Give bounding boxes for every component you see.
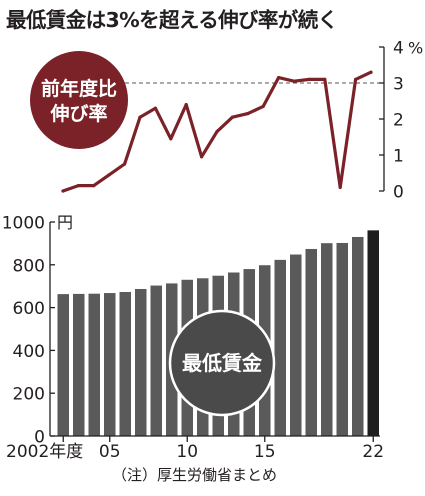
growth-rate-point [261,104,265,108]
growth-rate-point [292,79,296,83]
bar-x-tick-label: 22 [362,442,384,462]
growth-rate-point [230,115,234,119]
minimum-wage-bar [274,259,286,436]
minimum-wage-bar [135,288,147,436]
growth-rate-point [107,173,111,177]
growth-rate-point [184,103,188,107]
line-y-tick-label: 2 [393,111,404,131]
minimum-wage-bar [305,248,317,436]
minimum-wage-bar [104,293,116,436]
growth-rate-point [354,77,358,81]
growth-rate-point [323,77,327,81]
minimum-wage-bar [57,294,69,436]
line-y-tick-label: 3 [393,75,404,95]
chart-title: 最低賃金は3%を超える伸び率が続く [6,8,338,32]
growth-rate-point [369,70,373,74]
bar-chart-badge [168,309,276,417]
minimum-wage-bar [150,285,162,436]
bar-x-tick-label: 10 [176,442,198,462]
line-chart-badge [30,51,128,149]
minimum-wage-bar [119,291,131,436]
bar-y-tick-label: 600 [13,299,45,319]
bar-x-tick-label: 15 [254,442,276,462]
bar-y-tick-label: 200 [13,385,45,405]
line-y-tick-label: 1 [393,147,404,167]
line-y-tick-label: 0 [393,183,404,203]
minimum-wage-bar [88,293,100,436]
growth-rate-point [277,76,281,80]
line-chart-label: 前年度比 [41,77,117,100]
growth-rate-point [338,185,342,189]
growth-rate-point [215,130,219,134]
bar-x-tick-label: 2002年度 [6,442,83,462]
line-chart-label: 伸び率 [49,102,107,125]
bar-chart-label: 最低賃金 [182,351,263,375]
growth-rate-point [169,137,173,141]
growth-rate-point [246,112,250,116]
growth-rate-point [61,189,65,193]
growth-rate-point [153,106,157,110]
bar-y-unit-label: 円 [57,213,73,232]
minimum-wage-bar-chart: 0 200 400 600 800 1000 円 2002年度 05 10 15 22 最低賃金 [2,213,384,462]
minimum-wage-bar [336,242,348,436]
minimum-wage-bar [367,230,379,436]
growth-rate-point [200,155,204,159]
bar-x-tick-label: 05 [99,442,121,462]
source-note: （注）厚生労働省まとめ [112,466,278,484]
growth-rate-point [92,184,96,188]
bar-y-tick-label: 800 [13,256,45,276]
minimum-wage-bar [73,293,85,436]
growth-rate-point [138,115,142,119]
growth-rate-point [76,184,80,188]
bar-y-tick-label: 1000 [2,214,45,234]
growth-rate-point [307,77,311,81]
bar-y-tick-label: 0 [34,428,45,448]
line-y-tick-label: 4 [393,39,404,59]
growth-rate-point [123,162,127,166]
line-y-unit-label: % [408,39,423,58]
minimum-wage-bar [352,236,364,436]
minimum-wage-bar [321,243,333,436]
bar-y-tick-label: 400 [13,342,45,362]
minimum-wage-bar [290,254,302,436]
